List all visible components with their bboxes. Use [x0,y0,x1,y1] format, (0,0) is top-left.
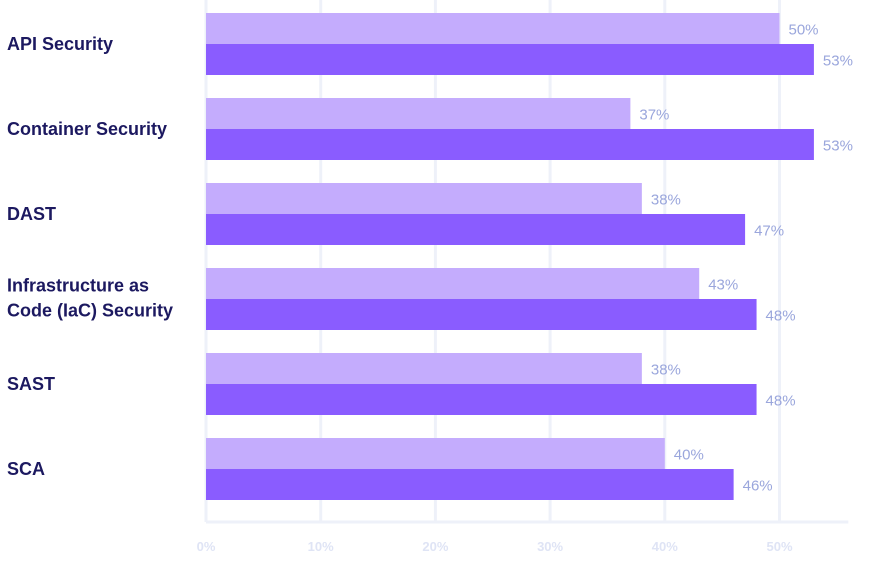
category-label: DAST [7,204,56,224]
data-label: 40% [674,447,704,464]
bar-series1 [206,183,642,214]
bar-series2 [206,299,757,330]
category-label: SCA [7,459,45,479]
x-axis: 0% 10% 20% 30% 40% 50% [197,520,849,554]
x-tick-label: 40% [652,539,678,554]
x-tick-label: 30% [537,539,563,554]
x-tick-label: 50% [766,539,792,554]
data-label: 53% [823,138,853,155]
bar-series2 [206,469,734,500]
category-label-line: Infrastructure as [7,276,149,296]
category-label: Infrastructure as Code (IaC) Security [7,276,173,321]
bar-series1 [206,98,631,129]
x-tick-label: 20% [422,539,448,554]
category-label: Container Security [7,119,167,139]
category-label-line: DAST [7,204,56,224]
data-label: 50% [789,22,819,39]
bar-series1 [206,353,642,384]
category-label-line: Container Security [7,119,167,139]
bar-series2 [206,214,746,245]
bar-series2 [206,129,814,160]
bars [206,13,814,500]
category-label-line: SAST [7,374,55,394]
data-label: 38% [651,192,681,209]
bar-series1 [206,438,665,469]
data-label: 47% [754,223,784,240]
data-label: 48% [766,308,796,325]
x-tick-label: 10% [308,539,334,554]
data-label: 37% [639,107,669,124]
data-label: 48% [766,393,796,410]
category-label: API Security [7,34,113,54]
data-label: 46% [743,478,773,495]
data-label: 43% [708,277,738,294]
data-label: 38% [651,362,681,379]
gridlines [204,0,781,522]
bar-series2 [206,384,757,415]
bar-series2 [206,44,814,75]
x-tick-label: 0% [197,539,216,554]
category-label-line: API Security [7,34,113,54]
bar-series1 [206,268,700,299]
value-labels: 50%53%37%53%38%47%43%48%38%48%40%46% [639,22,853,495]
category-label-line: SCA [7,459,45,479]
bar-series1 [206,13,780,44]
category-labels: API Security Container Security DAST Infras… [7,34,173,479]
category-label-line: Code (IaC) Security [7,301,173,321]
data-label: 53% [823,53,853,70]
category-label: SAST [7,374,55,394]
